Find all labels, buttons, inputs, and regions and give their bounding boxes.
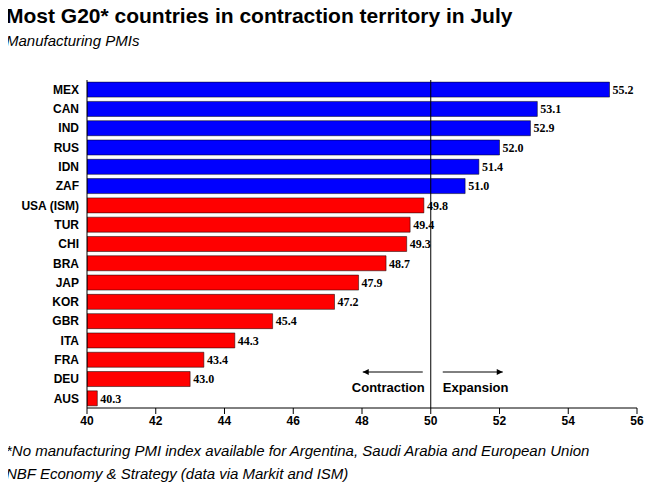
svg-text:49.4: 49.4 [413,218,434,232]
svg-text:50: 50 [424,414,438,428]
svg-text:GBR: GBR [52,314,79,328]
svg-text:DEU: DEU [54,372,79,386]
html-text:Manufacturing PMIs: Manufacturing PMIs [6,32,140,49]
svg-text:40.3: 40.3 [100,392,121,406]
svg-text:46: 46 [287,414,301,428]
svg-text:44.3: 44.3 [238,334,259,348]
svg-text:49.3: 49.3 [410,237,431,251]
svg-text:BRA: BRA [53,257,79,271]
svg-text:40: 40 [80,414,94,428]
svg-text:ITA: ITA [61,334,80,348]
html-text:Most G20* countries in contrac: Most G20* countries in contraction terri… [6,4,513,27]
svg-text:48: 48 [355,414,369,428]
svg-text:56: 56 [630,414,644,428]
html-text:NBF Economy & Strategy (data v: NBF Economy & Strategy (data via Markit … [6,465,349,482]
svg-text:AUS: AUS [54,392,79,406]
svg-text:52.0: 52.0 [503,141,524,155]
svg-text:53.1: 53.1 [540,102,561,116]
svg-text:45.4: 45.4 [276,314,297,328]
svg-text:Expansion: Expansion [443,380,509,395]
svg-text:RUS: RUS [54,141,79,155]
svg-text:52.9: 52.9 [533,121,554,135]
svg-text:IND: IND [58,121,79,135]
svg-text:51.4: 51.4 [482,160,503,174]
svg-text:KOR: KOR [52,295,79,309]
svg-text:ZAF: ZAF [56,179,79,193]
svg-text:47.2: 47.2 [338,295,359,309]
svg-text:MEX: MEX [53,83,79,97]
svg-text:43.4: 43.4 [207,353,228,367]
svg-text:CHI: CHI [58,237,79,251]
svg-text:43.0: 43.0 [193,372,214,386]
svg-text:FRA: FRA [54,353,79,367]
svg-text:47.9: 47.9 [362,276,383,290]
svg-text:49.8: 49.8 [427,199,448,213]
svg-text:48.7: 48.7 [389,257,410,271]
svg-text:55.2: 55.2 [613,83,634,97]
svg-text:Contraction: Contraction [352,380,425,395]
svg-text:42: 42 [149,414,163,428]
svg-text:IDN: IDN [58,160,79,174]
svg-text:44: 44 [218,414,232,428]
svg-text:USA (ISM): USA (ISM) [21,199,79,213]
svg-text:CAN: CAN [53,102,79,116]
html-text:*No manufacturing PMI index av: *No manufacturing PMI index available fo… [6,442,590,459]
svg-text:52: 52 [493,414,507,428]
svg-text:51.0: 51.0 [468,179,489,193]
svg-text:JAP: JAP [56,276,79,290]
svg-text:TUR: TUR [54,218,79,232]
svg-text:54: 54 [562,414,576,428]
